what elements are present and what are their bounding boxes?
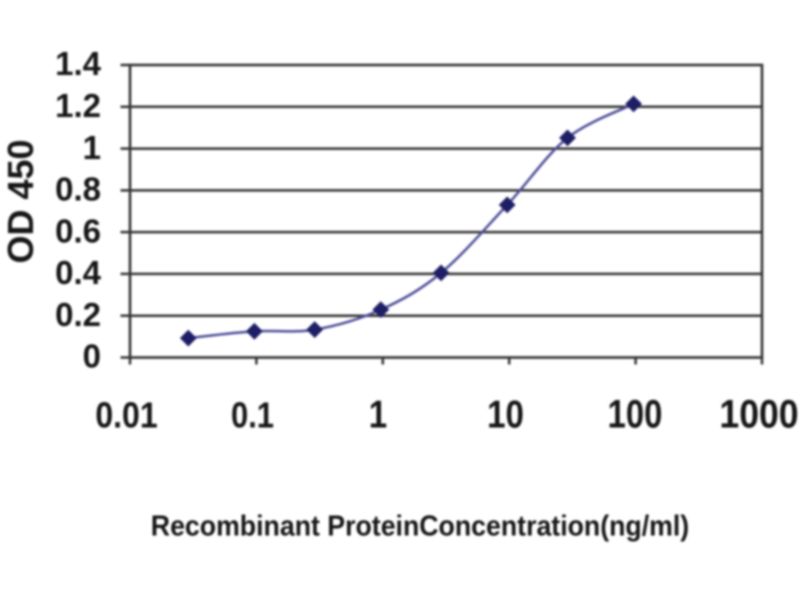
svg-text:1000: 1000: [719, 393, 798, 437]
svg-text:0.6: 0.6: [55, 212, 101, 249]
svg-text:0.4: 0.4: [55, 254, 102, 291]
svg-text:100: 100: [608, 391, 663, 436]
svg-text:Recombinant ProteinConcentrati: Recombinant ProteinConcentration(ng/ml): [151, 510, 689, 542]
svg-text:1: 1: [83, 129, 101, 166]
svg-text:1.2: 1.2: [55, 87, 101, 124]
svg-text:0.8: 0.8: [55, 171, 101, 208]
svg-text:0: 0: [83, 338, 101, 375]
svg-text:1: 1: [369, 393, 387, 436]
svg-text:0.2: 0.2: [55, 296, 101, 333]
svg-text:1.4: 1.4: [55, 45, 102, 82]
svg-text:0.01: 0.01: [95, 396, 157, 436]
svg-text:0.1: 0.1: [231, 396, 274, 436]
svg-text:OD 450: OD 450: [0, 139, 41, 263]
svg-text:10: 10: [487, 393, 524, 436]
